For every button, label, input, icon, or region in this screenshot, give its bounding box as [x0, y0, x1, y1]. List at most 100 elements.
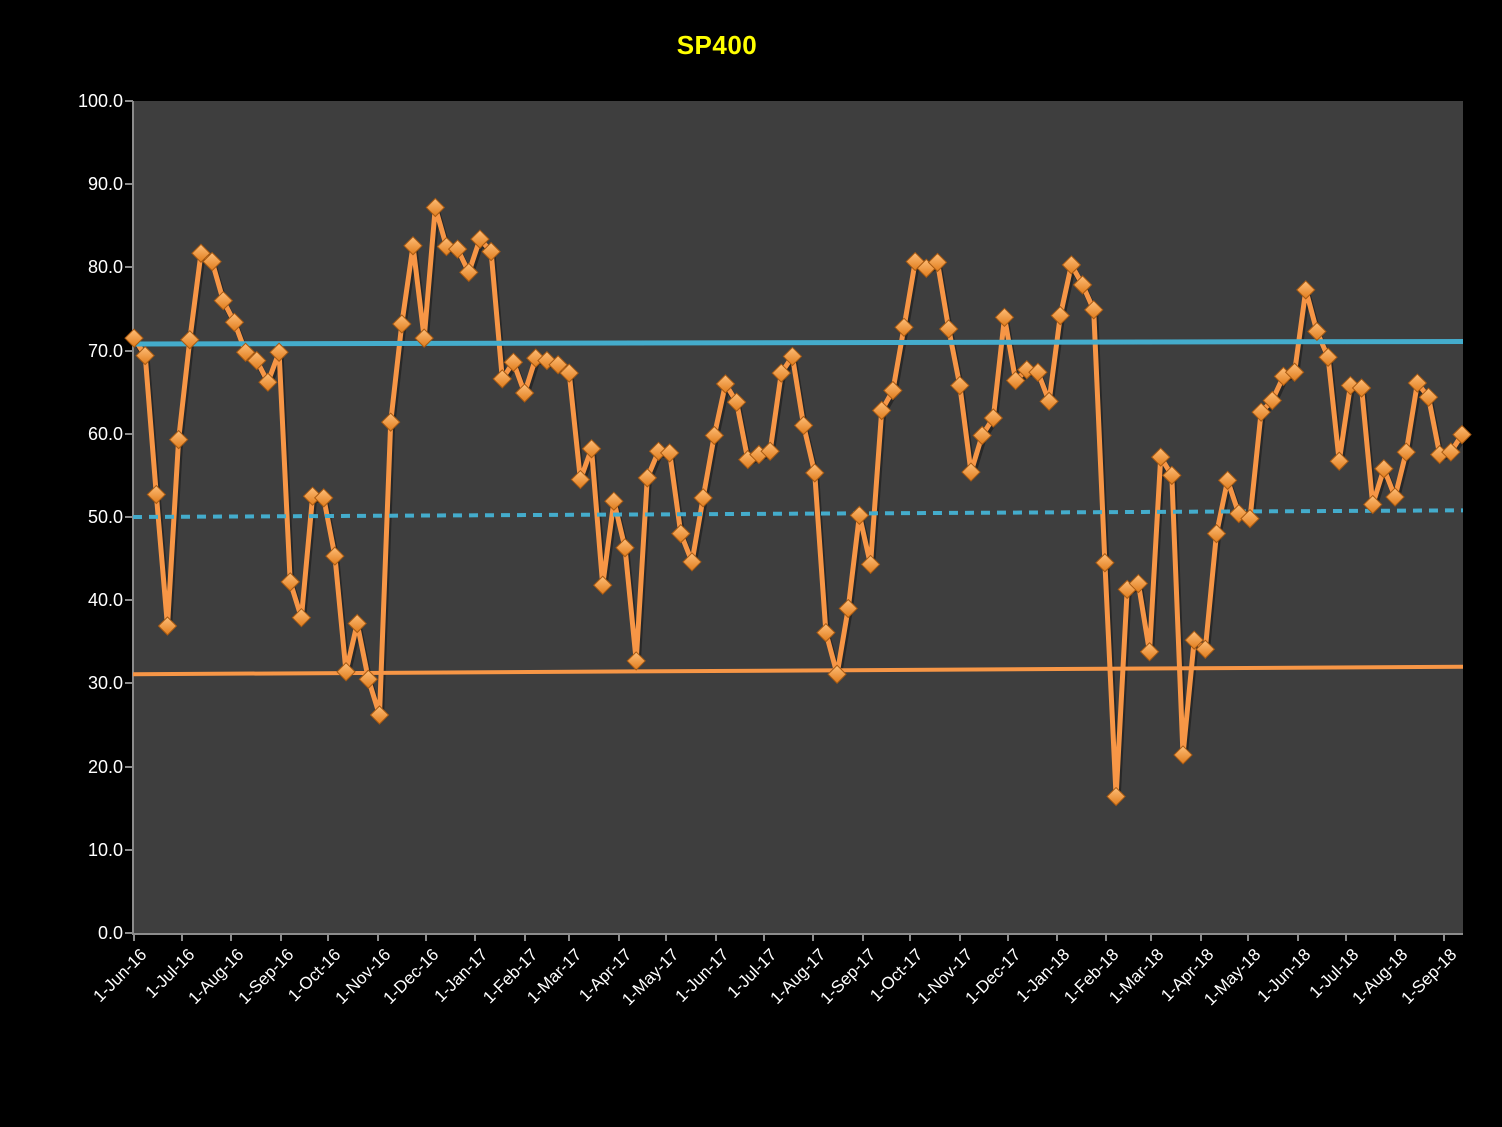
data-point-marker — [1396, 442, 1416, 462]
data-point-marker — [269, 342, 289, 362]
data-point-marker — [358, 669, 379, 689]
data-point-marker — [380, 412, 401, 432]
series-line-shadow — [132, 207, 1467, 803]
data-point-marker — [805, 463, 825, 483]
data-point-marker — [637, 468, 658, 488]
x-tick — [762, 934, 765, 941]
data-point-marker — [514, 383, 535, 403]
x-tick — [424, 934, 427, 941]
data-point-marker — [1206, 523, 1227, 544]
y-tick — [125, 432, 133, 435]
data-point-marker — [715, 374, 736, 394]
data-point-marker — [235, 342, 256, 362]
lower-reference-line — [132, 664, 1464, 677]
y-axis-label: 60.0 — [87, 423, 123, 444]
data-point-marker — [1284, 362, 1305, 382]
data-point-marker — [581, 439, 602, 459]
data-point-marker — [1150, 447, 1171, 467]
data-point-marker — [1351, 378, 1372, 398]
data-point-marker — [1374, 459, 1394, 479]
data-point-marker — [548, 355, 568, 375]
y-tick — [125, 765, 133, 768]
x-tick — [617, 934, 620, 941]
data-point-marker — [202, 251, 222, 272]
data-point-marker — [883, 380, 903, 401]
x-tick — [279, 934, 282, 941]
data-point-marker — [894, 317, 914, 338]
x-tick — [861, 934, 864, 941]
y-axis-label: 70.0 — [87, 340, 123, 361]
data-point-marker — [961, 462, 981, 482]
x-tick — [714, 934, 717, 941]
data-point-marker — [1229, 503, 1249, 524]
data-point-marker — [592, 575, 613, 595]
data-point-marker — [1385, 487, 1405, 507]
data-point-marker — [180, 330, 200, 350]
data-point-marker — [425, 197, 446, 218]
x-tick — [1056, 934, 1059, 941]
x-tick — [812, 934, 815, 941]
data-point-marker — [626, 651, 646, 671]
data-point-marker — [693, 488, 713, 508]
data-point-marker — [481, 241, 501, 262]
data-point-marker — [659, 443, 680, 463]
upper-reference-line — [132, 338, 1464, 347]
data-point-marker — [325, 546, 345, 566]
data-point-marker — [336, 662, 356, 682]
data-point-marker — [838, 598, 858, 619]
data-point-marker — [1128, 573, 1149, 594]
data-point-marker — [782, 346, 803, 367]
data-point-marker — [1061, 255, 1082, 275]
x-tick — [1247, 934, 1250, 941]
y-axis-label: 0.0 — [97, 923, 123, 943]
data-point-marker — [1329, 451, 1349, 471]
data-point-marker — [938, 319, 959, 339]
y-axis-label: 30.0 — [87, 673, 123, 694]
x-tick — [1199, 934, 1202, 941]
data-point-marker — [168, 429, 189, 450]
x-tick — [180, 934, 183, 941]
data-point-marker — [1251, 402, 1271, 422]
data-point-marker — [760, 441, 780, 461]
y-axis-label: 10.0 — [87, 839, 123, 860]
data-point-marker — [403, 236, 423, 256]
data-point-marker — [1184, 630, 1204, 650]
x-tick — [523, 934, 526, 941]
data-point-marker — [314, 488, 334, 508]
data-point-marker — [972, 425, 992, 446]
data-point-marker — [604, 491, 624, 511]
y-axis-label: 90.0 — [87, 174, 123, 195]
data-point-marker — [302, 486, 323, 506]
y-axis-label: 20.0 — [87, 756, 123, 777]
data-point-marker — [392, 314, 412, 334]
data-point-marker — [1106, 786, 1126, 807]
data-point-marker — [1363, 494, 1383, 515]
data-point-marker — [157, 616, 178, 636]
y-tick — [125, 932, 133, 934]
data-point-marker — [994, 307, 1015, 328]
x-tick — [474, 934, 477, 941]
data-point-marker — [124, 328, 144, 348]
data-point-marker — [849, 505, 870, 526]
y-tick — [125, 100, 133, 102]
y-tick — [125, 183, 133, 186]
y-axis-label: 100.0 — [77, 91, 123, 111]
data-point-marker — [280, 572, 300, 592]
x-tick — [909, 934, 912, 941]
data-point-marker — [771, 363, 791, 383]
data-point-marker — [526, 348, 546, 368]
x-tick — [1443, 934, 1446, 941]
y-axis-label: 40.0 — [87, 590, 123, 611]
data-point-marker — [414, 328, 434, 348]
data-point-marker — [1095, 553, 1115, 573]
data-point-marker — [570, 469, 591, 490]
data-point-marker — [1072, 275, 1093, 295]
x-tick — [1150, 934, 1153, 941]
data-point-marker — [615, 538, 635, 558]
x-tick — [1296, 934, 1299, 941]
y-tick — [125, 599, 133, 602]
data-point-marker — [1240, 508, 1260, 529]
data-point-marker — [950, 375, 970, 396]
data-point-marker — [682, 552, 702, 572]
data-point-marker — [704, 425, 725, 446]
